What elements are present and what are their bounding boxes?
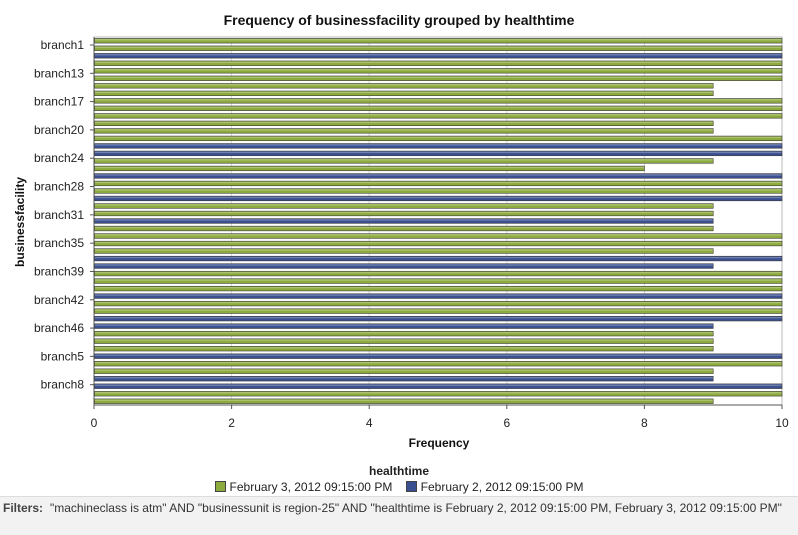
y-tick-label: branch31 <box>34 208 84 222</box>
bar-highlight <box>95 324 713 326</box>
y-tick-label: branch20 <box>34 123 84 137</box>
bar-highlight <box>95 136 782 139</box>
bar-highlight <box>95 159 713 161</box>
bar-highlight <box>95 69 782 71</box>
bar-highlight <box>95 166 644 169</box>
bar-highlight <box>95 234 782 236</box>
chart-title: Frequency of businessfacility grouped by… <box>224 12 575 28</box>
bar-chart: Frequency of businessfacility grouped by… <box>13 12 789 450</box>
filters-bar: Filters: "machineclass is atm" AND "busi… <box>0 496 798 535</box>
bar-highlight <box>95 189 782 191</box>
bar-highlight <box>95 392 782 394</box>
bar-highlight <box>95 264 713 266</box>
x-tick-label: 6 <box>503 416 510 430</box>
bar-highlight <box>95 121 713 124</box>
bar-highlight <box>95 376 713 379</box>
bar-highlight <box>95 114 782 116</box>
legend: healthtime February 3, 2012 09:15:00 PM … <box>0 462 798 496</box>
bar-highlight <box>95 129 713 131</box>
y-tick-label: branch13 <box>34 66 84 80</box>
legend-title: healthtime <box>368 464 429 478</box>
bar-highlight <box>95 271 782 274</box>
bar-highlight <box>95 256 782 259</box>
y-tick-label: branch39 <box>34 264 84 278</box>
y-tick-label: branch24 <box>34 151 84 165</box>
x-tick-label: 8 <box>641 416 648 430</box>
bar-highlight <box>95 369 713 371</box>
bar-highlight <box>95 151 782 154</box>
bar-highlight <box>95 294 782 296</box>
x-tick-label: 10 <box>775 416 789 430</box>
bar-highlight <box>95 309 782 311</box>
x-tick-label: 2 <box>228 416 235 430</box>
x-tick-label: 4 <box>366 416 373 430</box>
bar-highlight <box>95 279 782 281</box>
bar-highlight <box>95 399 713 401</box>
bar-highlight <box>95 346 713 349</box>
y-tick-label: branch28 <box>34 180 84 194</box>
bar-highlight <box>95 316 782 319</box>
bar-highlight <box>95 181 782 184</box>
bar-highlight <box>95 99 782 101</box>
legend-item-feb2: February 2, 2012 09:15:00 PM <box>405 480 584 494</box>
legend-swatch-feb2 <box>405 481 417 492</box>
bar-highlight <box>95 384 782 386</box>
bar-highlight <box>95 84 713 86</box>
legend-items: February 3, 2012 09:15:00 PM February 2,… <box>0 480 798 494</box>
y-axis-label: businessfacility <box>13 177 27 267</box>
x-tick-label: 0 <box>91 416 98 430</box>
filters-text: "machineclass is atm" AND "businessunit … <box>50 501 782 515</box>
bar-highlight <box>95 301 782 304</box>
bar-highlight <box>95 61 782 63</box>
bar-highlight <box>95 331 713 334</box>
y-tick-label: branch17 <box>34 95 84 109</box>
bar-highlight <box>95 286 782 289</box>
legend-swatch-feb3 <box>214 481 226 492</box>
legend-label-feb2: February 2, 2012 09:15:00 PM <box>420 480 584 494</box>
bar-highlight <box>95 106 782 109</box>
bar-highlight <box>95 174 782 176</box>
bar-highlight <box>95 144 782 146</box>
bar-highlight <box>95 76 782 78</box>
bar-highlight <box>95 54 782 56</box>
filters-label: Filters: <box>3 501 44 515</box>
bar-highlight <box>95 46 782 48</box>
y-tick-label: branch1 <box>41 38 85 52</box>
legend-label-feb3: February 3, 2012 09:15:00 PM <box>229 480 393 494</box>
y-tick-label: branch5 <box>41 349 85 363</box>
bar-highlight <box>95 249 713 251</box>
bar-highlight <box>95 211 713 214</box>
legend-item-feb3: February 3, 2012 09:15:00 PM <box>214 480 393 494</box>
bar-highlight <box>95 226 713 229</box>
y-tick-label: branch8 <box>41 378 85 392</box>
bar-highlight <box>95 361 782 364</box>
bar-highlight <box>95 339 713 341</box>
y-tick-label: branch46 <box>34 321 84 335</box>
y-tick-label: branch35 <box>34 236 84 250</box>
bar-highlight <box>95 91 713 93</box>
bar-highlight <box>95 354 782 356</box>
bar-highlight <box>95 204 713 206</box>
bar-highlight <box>95 196 782 199</box>
bar-highlight <box>95 241 782 244</box>
x-axis-label: Frequency <box>409 436 470 450</box>
bar-highlight <box>95 219 713 221</box>
y-tick-label: branch42 <box>34 293 84 307</box>
bar-highlight <box>95 39 782 41</box>
